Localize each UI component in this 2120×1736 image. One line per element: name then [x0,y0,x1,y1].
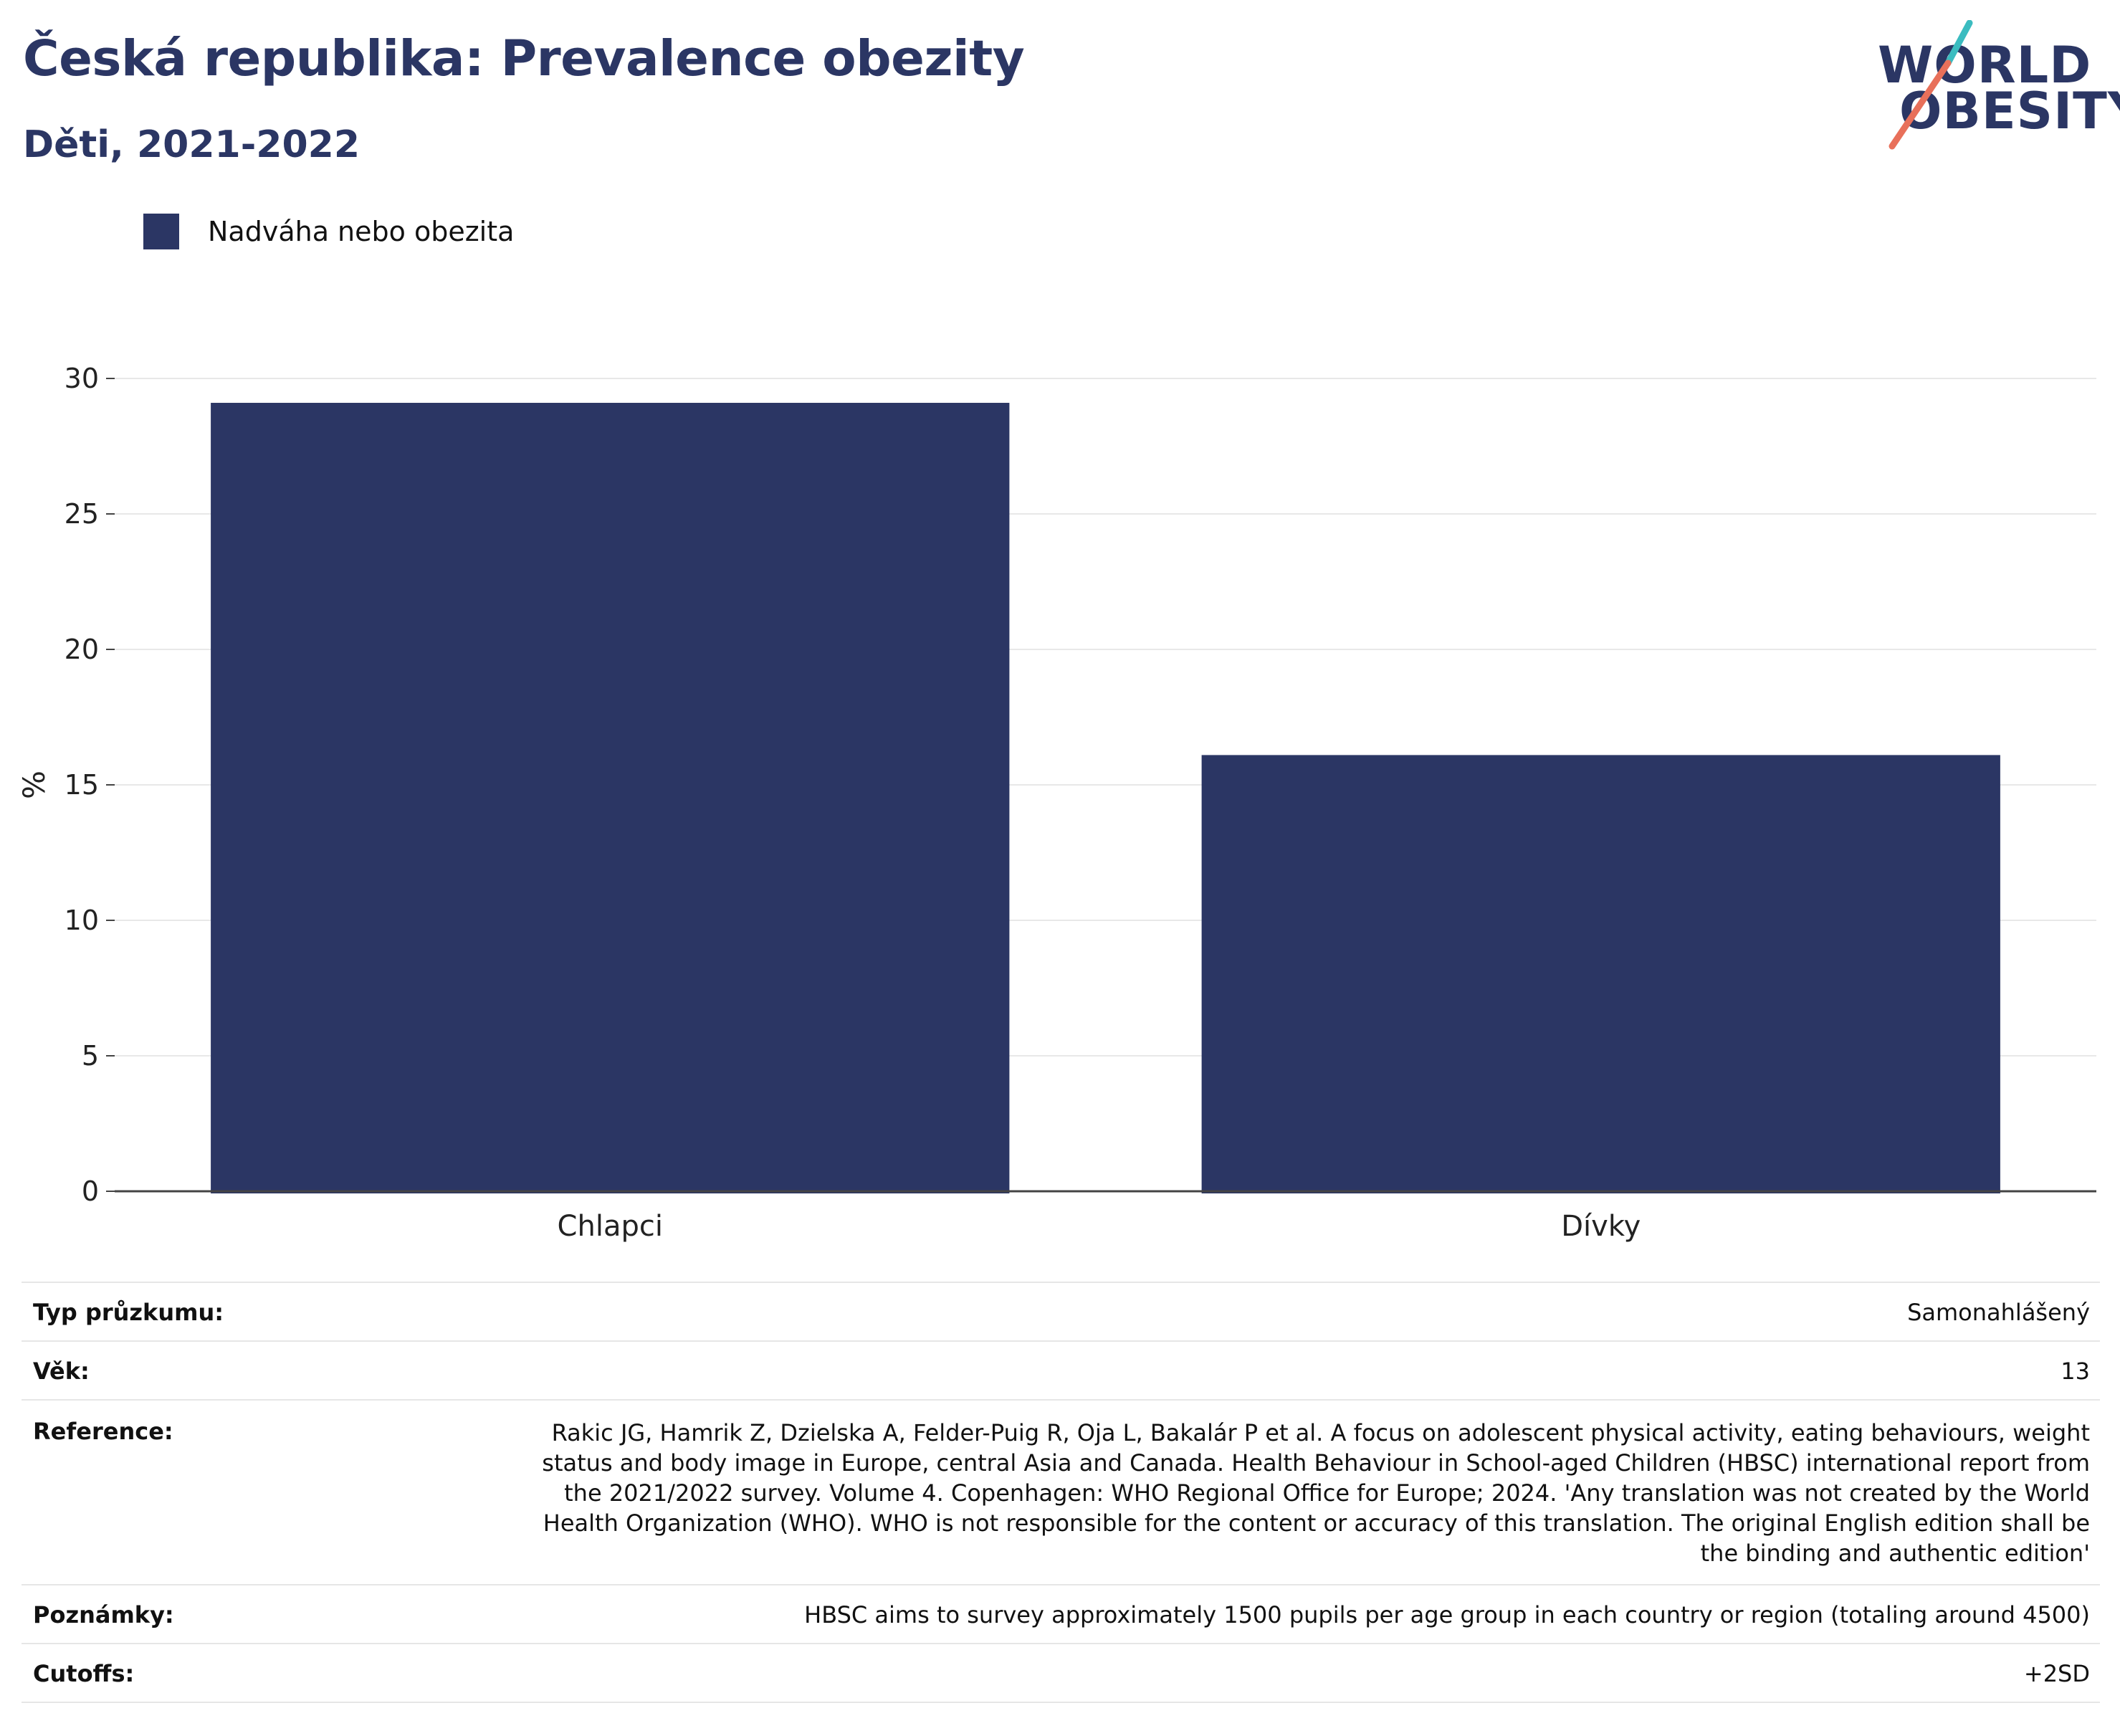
info-value: 13 [2061,1358,2090,1385]
x-tick-label: Chlapci [558,1210,663,1243]
bar-chlapci [211,403,1010,1193]
y-tick-label: 15 [65,769,99,801]
x-tick-label: Dívky [1561,1210,1641,1243]
chart-title: Česká republika: Prevalence obezity [23,30,1025,87]
chart-subtitle: Děti, 2021-2022 [23,123,361,166]
info-value: Samonahlášený [1907,1299,2090,1326]
info-key: Věk: [33,1358,90,1385]
info-key: Cutoffs: [33,1660,135,1687]
info-row: Cutoffs: +2SD [22,1643,2100,1703]
logo-slash-icon [1889,20,1973,150]
info-value: HBSC aims to survey approximately 1500 p… [804,1601,2090,1628]
y-tick-label: 0 [82,1175,99,1207]
legend-label: Nadváha nebo obezita [208,216,515,247]
info-value: +2SD [2023,1660,2090,1687]
info-row: Věk: 13 [22,1340,2100,1399]
info-value: Rakic JG, Hamrik Z, Dzielska A, Felder-P… [542,1419,2090,1567]
logo-line-1: WORLD [1878,36,2092,95]
y-axis-label: % [16,771,52,799]
y-tick-label: 20 [65,634,99,665]
world-obesity-logo: WORLD OBESITY [1878,20,2120,153]
survey-info-table: Typ průzkumu: Samonahlášený Věk: 13 Referenc… [22,1282,2100,1703]
info-key: Poznámky: [33,1601,174,1628]
info-row: Reference: Rakic JG, Hamrik Z, Dzielska A… [22,1399,2100,1584]
bar-chart: 0 5 10 15 20 25 30 Chlapci Dívky% [16,363,2096,1243]
info-row: Poznámky: HBSC aims to survey approximate… [22,1584,2100,1643]
bar-dívky [1201,755,2000,1193]
y-tick-label: 5 [82,1040,99,1072]
y-tick-label: 30 [65,363,99,394]
logo-line-2: OBESITY [1899,82,2120,140]
info-row: Typ průzkumu: Samonahlášený [22,1282,2100,1340]
legend: Nadváha nebo obezita [143,214,514,249]
y-tick-label: 25 [65,498,99,530]
legend-swatch [143,214,179,249]
info-key: Reference: [33,1418,173,1445]
info-key: Typ průzkumu: [33,1299,224,1326]
y-tick-label: 10 [65,905,99,936]
